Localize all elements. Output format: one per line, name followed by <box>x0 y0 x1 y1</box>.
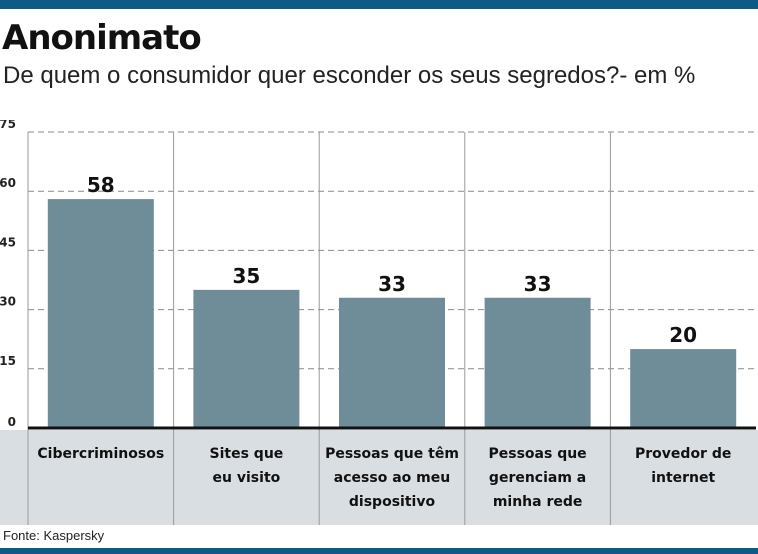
bar <box>193 289 300 428</box>
y-tick-label: 75 <box>0 120 16 131</box>
bar <box>339 297 445 428</box>
y-tick-label: 15 <box>0 354 16 368</box>
source-note: Fonte: Kaspersky <box>3 528 105 543</box>
chart-title: Anonimato <box>2 18 202 58</box>
category-label: eu visito <box>213 470 281 486</box>
value-label: 20 <box>669 323 697 347</box>
category-label: gerenciam a <box>489 470 586 486</box>
bar <box>630 349 737 428</box>
bottom-accent-bar <box>0 548 758 554</box>
category-label: Pessoas que <box>489 446 587 462</box>
bar-chart: 0 15 30 45 60 75 58 Cibercriminosos 35 Sites que e… <box>0 120 758 525</box>
value-label: 58 <box>87 173 115 197</box>
category-label: acesso ao meu <box>334 470 450 486</box>
top-accent-bar <box>0 0 758 9</box>
category-label: internet <box>651 470 715 486</box>
value-label: 35 <box>232 264 260 288</box>
category-label: Cibercriminosos <box>37 446 164 462</box>
y-tick-label: 60 <box>0 176 16 190</box>
category-label: Provedor de <box>635 446 731 462</box>
category-label: Sites que <box>210 446 284 462</box>
category-label: Pessoas que têm <box>325 446 459 462</box>
value-label: 33 <box>378 272 406 296</box>
value-label: 33 <box>524 272 552 296</box>
bar <box>484 297 591 428</box>
category-label: dispositivo <box>349 494 436 510</box>
category-label: minha rede <box>493 494 583 510</box>
category-label-band <box>0 430 758 525</box>
bar <box>47 199 154 428</box>
y-tick-label: 45 <box>0 235 16 249</box>
y-tick-label: 0 <box>8 415 16 429</box>
chart-subtitle: De quem o consumidor quer esconder os se… <box>3 62 696 89</box>
y-tick-label: 30 <box>0 295 16 309</box>
